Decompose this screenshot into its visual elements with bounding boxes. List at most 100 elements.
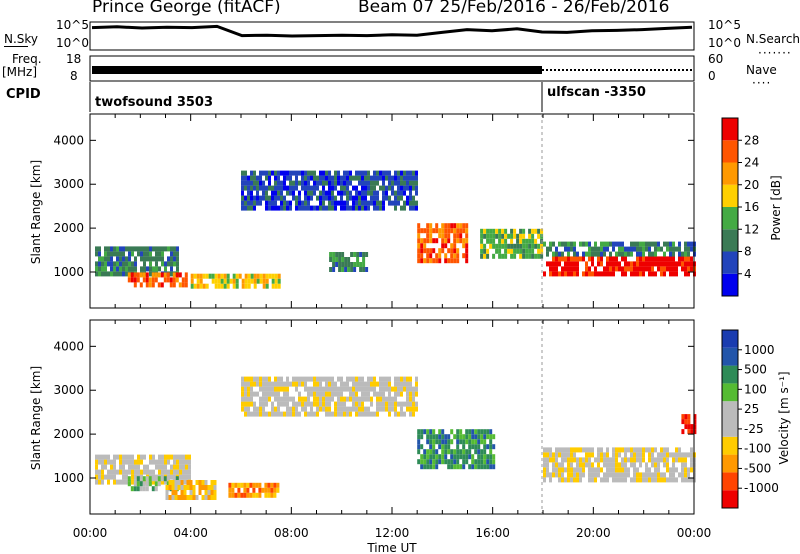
velocity-cell [261,487,265,493]
power-cell [394,175,397,181]
power-cell [329,257,333,262]
power-cell [522,248,526,254]
power-cell [343,190,346,196]
velocity-cell [477,464,481,470]
power-cell [280,170,283,176]
velocity-cell [180,490,184,495]
velocity-cell [585,452,588,458]
velocity-cell [283,411,286,417]
power-cell [576,256,579,262]
power-cell [122,271,125,277]
x-tick-label: 16:00 [475,526,510,540]
power-cell [226,278,230,284]
power-cell [95,246,98,252]
velocity-cell [337,406,340,412]
power-cell [334,170,337,176]
power-cell [525,238,529,244]
velocity-cell [204,495,208,500]
power-colorbar-swatch [722,118,738,141]
power-cell [510,253,514,259]
velocity-cell [483,444,487,450]
power-cell [663,241,666,247]
power-cell [453,233,457,239]
power-cell [145,277,149,283]
power-cell [316,195,319,201]
velocity-cell [179,459,182,465]
power-cell [292,170,295,176]
power-cell [534,228,538,234]
power-cell [329,267,333,272]
power-cell [447,258,451,264]
power-cell [537,233,541,239]
power-cell [465,223,469,229]
velocity-cell [400,406,403,412]
velocity-cell [684,419,688,425]
power-cell [167,246,170,252]
velocity-cell [672,472,675,478]
power-cell [169,282,173,288]
power-cell [618,261,621,267]
power-cell [543,271,546,277]
velocity-cell [394,391,397,397]
velocity-cell [361,411,364,417]
power-cell [403,170,406,176]
velocity-cell [480,429,484,435]
velocity-cell [453,464,457,470]
power-cell [341,252,345,257]
velocity-cell [277,411,280,417]
power-cell [205,283,209,289]
velocity-cell [459,434,463,440]
velocity-cell [134,469,137,475]
velocity-cell [328,396,331,402]
power-cell [382,205,385,211]
power-cell [184,282,188,288]
velocity-cell [681,457,684,463]
power-cell [561,266,564,272]
velocity-cell [576,462,579,468]
velocity-cell [429,449,433,455]
power-cell [504,228,508,234]
power-cell [417,238,421,244]
power-cell [373,200,376,206]
velocity-cell [546,462,549,468]
power-cell [651,271,654,277]
velocity-cell [489,439,493,445]
power-cell [639,271,642,277]
power-cell [567,241,570,247]
velocity-cell [480,439,484,445]
velocity-cell [594,477,597,483]
power-cell [373,180,376,186]
velocity-cell [660,447,663,453]
velocity-cell [388,406,391,412]
power-cell [516,248,520,254]
power-cell [250,200,253,206]
velocity-cell [325,391,328,397]
power-cell [292,185,295,191]
power-cell [155,266,158,272]
power-cell [223,283,227,289]
velocity-cell [465,429,469,435]
velocity-cell [185,464,188,470]
nsky-panel [89,21,695,51]
velocity-cell [337,396,340,402]
power-cell [104,251,107,257]
velocity-cell [561,462,564,468]
power-cell [304,195,307,201]
power-cell [344,262,348,267]
velocity-cell [564,447,567,453]
power-ytick-label: 1000 [53,265,84,279]
velocity-cell [412,391,415,397]
velocity-cell [119,459,122,465]
power-cell [178,272,182,278]
velocity-cell [432,464,436,470]
power-cell [513,253,517,259]
velocity-cell [657,467,660,473]
velocity-cell [146,469,149,475]
velocity-cell [669,477,672,483]
power-cell [447,233,451,239]
power-cell [145,282,149,288]
velocity-cell [252,492,256,498]
velocity-cell [119,464,122,470]
power-cell [241,200,244,206]
power-cell [588,246,591,252]
